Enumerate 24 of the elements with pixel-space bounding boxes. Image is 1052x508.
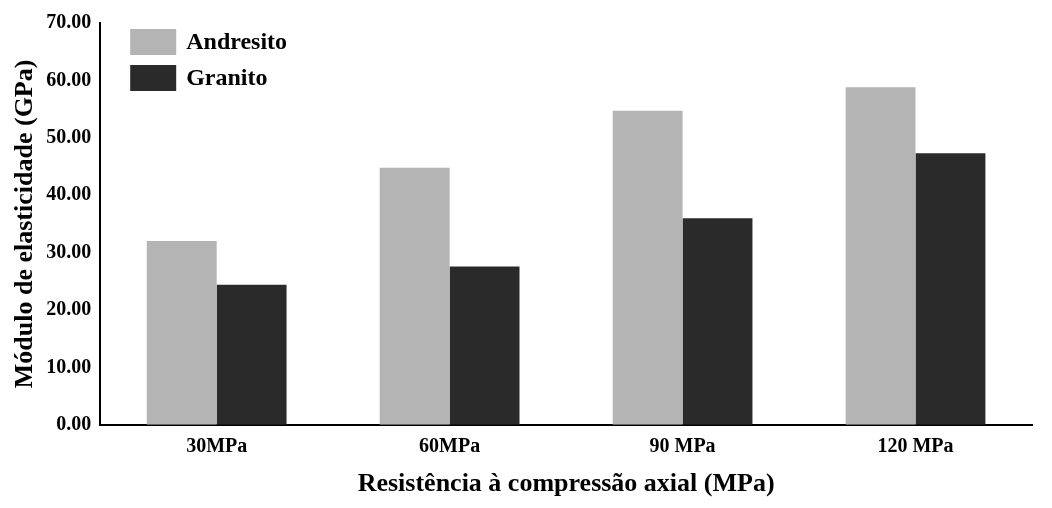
y-tick-label: 50.00	[46, 124, 92, 147]
bar	[845, 87, 916, 425]
legend-label: Granito	[186, 64, 268, 91]
y-tick-label: 70.00	[46, 10, 92, 33]
y-tick-label: 40.00	[46, 182, 92, 205]
y-tick-label: 20.00	[46, 297, 92, 320]
bar	[146, 241, 217, 425]
bar	[379, 167, 450, 425]
bar	[682, 218, 753, 425]
bar	[216, 284, 287, 425]
y-tick-label: 10.00	[46, 354, 92, 377]
y-tick-label: 0.00	[56, 411, 92, 434]
y-axis-title: Módulo de elasticidade (GPa)	[9, 59, 39, 389]
x-tick-label: 60MPa	[419, 433, 481, 456]
x-tick-label: 90 MPa	[649, 433, 716, 456]
legend-label: Andresito	[186, 28, 288, 55]
bar	[915, 153, 986, 425]
x-tick-label: 30MPa	[186, 433, 248, 456]
bar	[449, 266, 520, 425]
y-tick-label: 30.00	[46, 239, 92, 262]
bar	[612, 110, 683, 425]
x-axis-title: Resistência à compressão axial (MPa)	[357, 468, 775, 498]
x-tick-label: 120 MPa	[877, 433, 954, 456]
y-tick-label: 60.00	[46, 67, 92, 90]
